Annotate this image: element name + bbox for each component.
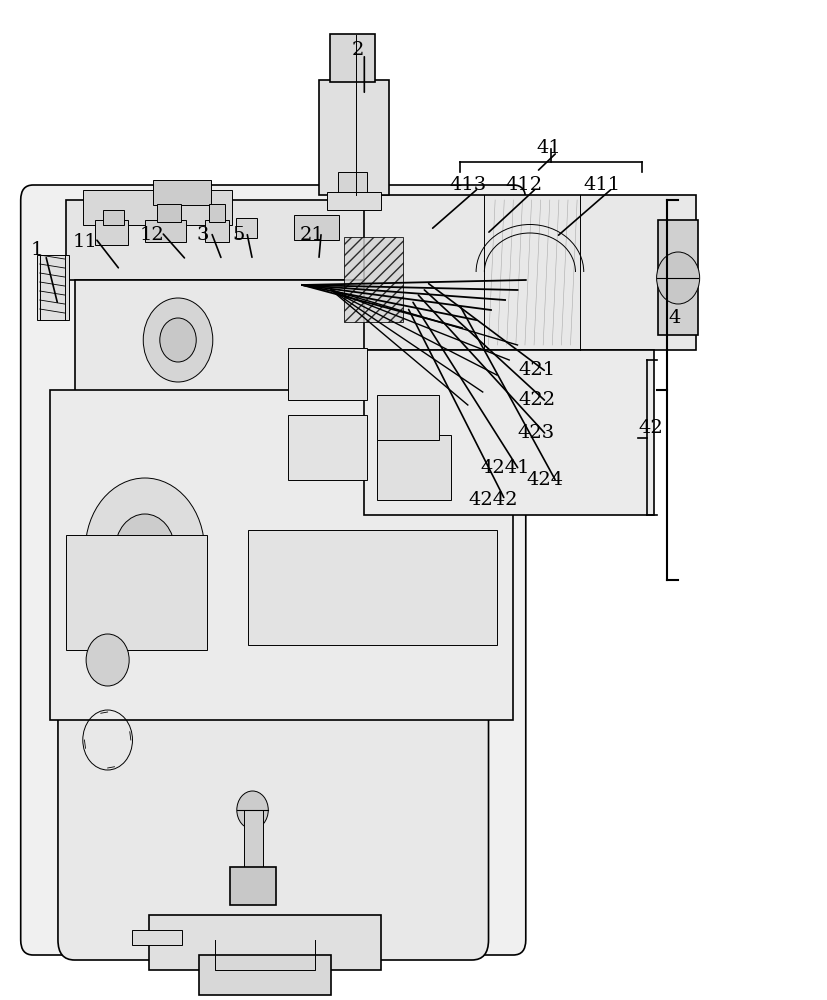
Text: 421: 421 xyxy=(518,361,554,379)
Bar xyxy=(37,255,69,320)
Text: 2: 2 xyxy=(351,41,363,59)
Text: 5: 5 xyxy=(232,226,244,244)
Bar xyxy=(337,172,366,200)
Circle shape xyxy=(237,791,268,829)
Bar xyxy=(288,348,366,400)
Circle shape xyxy=(143,298,213,382)
Bar xyxy=(145,220,186,242)
Bar xyxy=(205,220,228,242)
Bar xyxy=(657,220,697,335)
Bar xyxy=(153,180,211,205)
Text: 4241: 4241 xyxy=(480,459,529,477)
Bar xyxy=(343,237,403,322)
Bar xyxy=(50,390,513,720)
FancyBboxPatch shape xyxy=(58,690,488,960)
Bar xyxy=(318,80,389,195)
Bar xyxy=(208,204,225,222)
Bar xyxy=(327,192,380,210)
Bar xyxy=(329,34,375,82)
Text: 21: 21 xyxy=(299,226,324,244)
Bar xyxy=(288,415,366,480)
Text: 411: 411 xyxy=(583,176,619,194)
Text: 423: 423 xyxy=(518,424,554,442)
Bar xyxy=(198,955,331,995)
Circle shape xyxy=(86,634,129,686)
Text: 42: 42 xyxy=(638,419,662,437)
Text: 422: 422 xyxy=(518,391,554,409)
Text: 3: 3 xyxy=(196,226,209,244)
Text: 1: 1 xyxy=(31,241,43,259)
Bar xyxy=(244,810,263,870)
Bar xyxy=(294,215,339,240)
Bar xyxy=(132,930,182,945)
Circle shape xyxy=(85,478,204,622)
FancyBboxPatch shape xyxy=(21,185,525,955)
Bar xyxy=(236,218,256,238)
Bar xyxy=(376,395,438,440)
Bar xyxy=(364,350,653,515)
Bar xyxy=(66,200,447,280)
Bar xyxy=(157,204,180,222)
Circle shape xyxy=(115,514,174,586)
Text: 4242: 4242 xyxy=(468,491,518,509)
Text: 424: 424 xyxy=(526,471,562,489)
Bar xyxy=(74,280,438,400)
Bar xyxy=(103,210,124,225)
Bar xyxy=(83,190,232,225)
Text: 413: 413 xyxy=(449,176,485,194)
Circle shape xyxy=(656,252,699,304)
Text: 11: 11 xyxy=(73,233,98,251)
Text: 12: 12 xyxy=(139,226,164,244)
Bar xyxy=(376,435,451,500)
Bar xyxy=(248,530,496,645)
Bar xyxy=(364,195,695,350)
Bar xyxy=(95,220,128,245)
Text: 41: 41 xyxy=(536,139,561,157)
Circle shape xyxy=(160,318,196,362)
Text: 412: 412 xyxy=(505,176,542,194)
Bar xyxy=(66,535,207,650)
Bar xyxy=(149,915,380,970)
Text: 4: 4 xyxy=(668,309,680,327)
Bar xyxy=(230,867,275,905)
